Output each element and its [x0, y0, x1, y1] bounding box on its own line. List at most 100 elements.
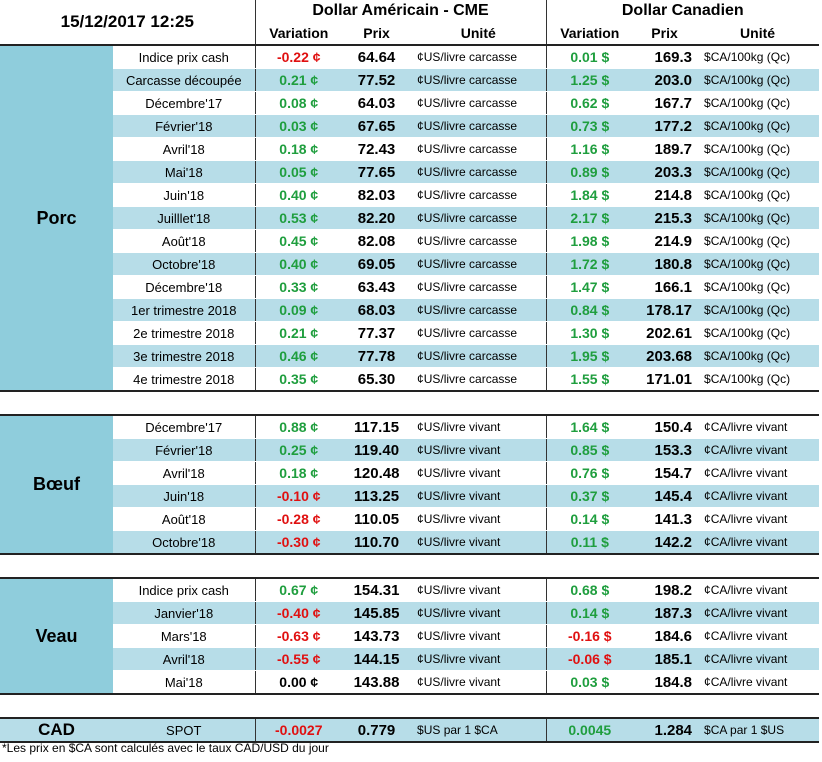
usd-col-unite: Unité — [411, 22, 547, 46]
cad-unit: $CA/100kg (Qc) — [696, 137, 820, 161]
cad-variation: 0.85 $ — [545, 438, 634, 462]
cad-variation: 1.84 $ — [545, 183, 634, 207]
cad-variation: 0.14 $ — [545, 601, 634, 625]
table-row: Juin'18 -0.10 ¢ 113.25 ¢US/livre vivant 0.37… — [0, 484, 820, 508]
cad-variation: 1.47 $ — [545, 275, 634, 299]
usd-variation: -0.22 ¢ — [254, 44, 343, 69]
row-label: 1er trimestre 2018 — [113, 298, 256, 322]
cad-cad-unit: $CA par 1 $US — [696, 717, 820, 743]
usd-unit: ¢US/livre vivant — [411, 414, 547, 439]
category-label-1: Bœuf — [0, 415, 113, 554]
usd-unit: ¢US/livre vivant — [411, 647, 547, 671]
usd-variation: 0.21 ¢ — [254, 321, 343, 345]
usd-variation: 0.35 ¢ — [254, 367, 343, 392]
cad-variation: 0.14 $ — [545, 507, 634, 531]
table-row: Mars'18 -0.63 ¢ 143.73 ¢US/livre vivant -0.1… — [0, 624, 820, 648]
table-row: Août'18 0.45 ¢ 82.08 ¢US/livre carcasse 1.98… — [0, 229, 820, 253]
cad-unit: ¢CA/livre vivant — [696, 530, 820, 555]
usd-price: 68.03 — [342, 298, 412, 322]
usd-variation: 0.45 ¢ — [254, 229, 343, 253]
usd-unit: ¢US/livre vivant — [411, 484, 547, 508]
cad-col-prix: Prix — [633, 22, 697, 46]
cad-price: 150.4 — [633, 414, 697, 439]
cad-price: 203.0 — [633, 68, 697, 92]
cad-unit: $CA/100kg (Qc) — [696, 68, 820, 92]
usd-variation: 0.40 ¢ — [254, 252, 343, 276]
usd-variation: 0.05 ¢ — [254, 160, 343, 184]
usd-group-title: Dollar Américain - CME — [254, 0, 547, 22]
usd-unit: ¢US/livre carcasse — [411, 367, 547, 392]
usd-variation: 0.09 ¢ — [254, 298, 343, 322]
usd-variation: 0.21 ¢ — [254, 68, 343, 92]
row-label: Février'18 — [113, 114, 256, 138]
table-row: Décembre'18 0.33 ¢ 63.43 ¢US/livre carcasse… — [0, 275, 820, 299]
table-row: Veau Indice prix cash 0.67 ¢ 154.31 ¢US/livr… — [0, 577, 820, 694]
usd-price: 67.65 — [342, 114, 412, 138]
usd-unit: ¢US/livre carcasse — [411, 183, 547, 207]
usd-variation: 0.33 ¢ — [254, 275, 343, 299]
cad-variation: 0.73 $ — [545, 114, 634, 138]
cad-price: 145.4 — [633, 484, 697, 508]
usd-variation: 0.18 ¢ — [254, 137, 343, 161]
usd-variation: -0.40 ¢ — [254, 601, 343, 625]
cad-price: 214.8 — [633, 183, 697, 207]
cad-unit: $CA/100kg (Qc) — [696, 91, 820, 115]
section-gap — [0, 390, 820, 416]
usd-unit: ¢US/livre carcasse — [411, 344, 547, 368]
cad-unit: $CA/100kg (Qc) — [696, 44, 820, 69]
section-gap — [0, 553, 820, 579]
price-table-body: 15/12/2017 12:25 Dollar Américain - CME … — [0, 0, 820, 743]
row-label: Juin'18 — [113, 484, 256, 508]
cad-variation: 1.72 $ — [545, 252, 634, 276]
usd-variation: 0.00 ¢ — [254, 670, 343, 695]
table-row: Juin'18 0.40 ¢ 82.03 ¢US/livre carcasse 1.84… — [0, 183, 820, 207]
usd-unit: ¢US/livre carcasse — [411, 321, 547, 345]
usd-unit: ¢US/livre carcasse — [411, 114, 547, 138]
cad-variation: 0.84 $ — [545, 298, 634, 322]
usd-unit: ¢US/livre vivant — [411, 601, 547, 625]
table-row: Bœuf Décembre'17 0.88 ¢ 117.15 ¢US/livre viv… — [0, 414, 820, 554]
usd-variation: 0.67 ¢ — [254, 577, 343, 602]
table-row: Avril'18 0.18 ¢ 72.43 ¢US/livre carcasse 1.1… — [0, 137, 820, 161]
cad-variation: 1.95 $ — [545, 344, 634, 368]
cad-price: 154.7 — [633, 461, 697, 485]
usd-price: 69.05 — [342, 252, 412, 276]
table-row: Avril'18 0.18 ¢ 120.48 ¢US/livre vivant 0.76… — [0, 461, 820, 485]
cad-variation: 1.98 $ — [545, 229, 634, 253]
cad-unit: ¢CA/livre vivant — [696, 461, 820, 485]
cad-label: CAD — [0, 717, 113, 743]
cad-usd-price: 0.779 — [342, 717, 412, 743]
cad-unit: ¢CA/livre vivant — [696, 414, 820, 439]
table-row: Avril'18 -0.55 ¢ 144.15 ¢US/livre vivant -0.… — [0, 647, 820, 671]
cad-unit: $CA/100kg (Qc) — [696, 252, 820, 276]
cad-col-variation: Variation — [545, 22, 634, 46]
cad-price: 169.3 — [633, 44, 697, 69]
usd-variation: -0.10 ¢ — [254, 484, 343, 508]
table-row: Mai'18 0.00 ¢ 143.88 ¢US/livre vivant 0.03 $… — [0, 670, 820, 695]
usd-price: 82.20 — [342, 206, 412, 230]
usd-variation: 0.40 ¢ — [254, 183, 343, 207]
usd-price: 64.03 — [342, 91, 412, 115]
row-label: Octobre'18 — [113, 530, 256, 555]
cad-variation: 0.11 $ — [545, 530, 634, 555]
table-row: Octobre'18 0.40 ¢ 69.05 ¢US/livre carcasse 1… — [0, 252, 820, 276]
cad-price: 203.68 — [633, 344, 697, 368]
cad-unit: ¢CA/livre vivant — [696, 507, 820, 531]
row-label: Avril'18 — [113, 137, 256, 161]
row-label: 3e trimestre 2018 — [113, 344, 256, 368]
usd-variation: 0.46 ¢ — [254, 344, 343, 368]
usd-price: 63.43 — [342, 275, 412, 299]
row-label: Indice prix cash — [113, 577, 256, 602]
cad-unit: ¢CA/livre vivant — [696, 624, 820, 648]
cad-group-title: Dollar Canadien — [545, 0, 820, 22]
cad-price: 185.1 — [633, 647, 697, 671]
header-row-2: Variation Prix Unité Variation Prix Unit… — [0, 22, 820, 46]
cad-variation: 1.30 $ — [545, 321, 634, 345]
cad-price: 187.3 — [633, 601, 697, 625]
usd-unit: ¢US/livre carcasse — [411, 275, 547, 299]
cad-variation: 1.16 $ — [545, 137, 634, 161]
table-row: 1er trimestre 2018 0.09 ¢ 68.03 ¢US/livre c… — [0, 298, 820, 322]
cad-unit: $CA/100kg (Qc) — [696, 206, 820, 230]
usd-col-prix: Prix — [342, 22, 412, 46]
row-label: Juin'18 — [113, 183, 256, 207]
